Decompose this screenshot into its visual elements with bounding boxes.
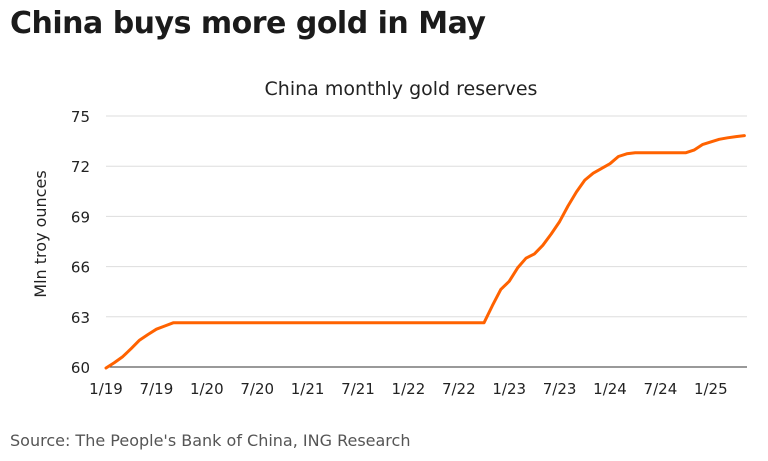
x-tick-label: 1/25 <box>694 380 728 398</box>
y-tick-label: 66 <box>71 259 90 277</box>
y-tick-label: 72 <box>71 158 90 176</box>
x-tick-label: 1/21 <box>291 380 325 398</box>
x-tick-label: 1/20 <box>190 380 224 398</box>
x-tick-label: 1/22 <box>392 380 426 398</box>
x-tick-label: 7/20 <box>240 380 274 398</box>
x-tick-label: 1/24 <box>593 380 627 398</box>
gridlines <box>106 115 747 318</box>
y-tick-label: 63 <box>71 309 90 327</box>
page-headline: China buys more gold in May <box>10 6 486 41</box>
source-note: Source: The People's Bank of China, ING … <box>10 431 411 450</box>
x-tick-label: 7/19 <box>140 380 174 398</box>
x-tick-label: 1/19 <box>89 380 123 398</box>
gold-reserves-line <box>104 134 746 370</box>
y-tick-label: 75 <box>71 108 90 126</box>
x-tick-label: 1/23 <box>492 380 526 398</box>
x-tick-label: 7/24 <box>644 380 678 398</box>
x-tick-labels: 1/19 7/19 1/20 7/20 1/21 7/21 1/22 7/22 1/23 7/23… <box>89 380 727 398</box>
y-tick-label: 60 <box>71 359 90 377</box>
y-tick-label: 69 <box>71 208 90 226</box>
y-tick-labels: 60 63 66 69 72 75 <box>71 108 90 377</box>
chart-title: China monthly gold reserves <box>265 78 538 100</box>
y-axis-label: Mln troy ounces <box>31 170 50 297</box>
x-tick-label: 7/21 <box>341 380 375 398</box>
x-tick-label: 7/22 <box>442 380 476 398</box>
x-tick-label: 7/23 <box>543 380 577 398</box>
